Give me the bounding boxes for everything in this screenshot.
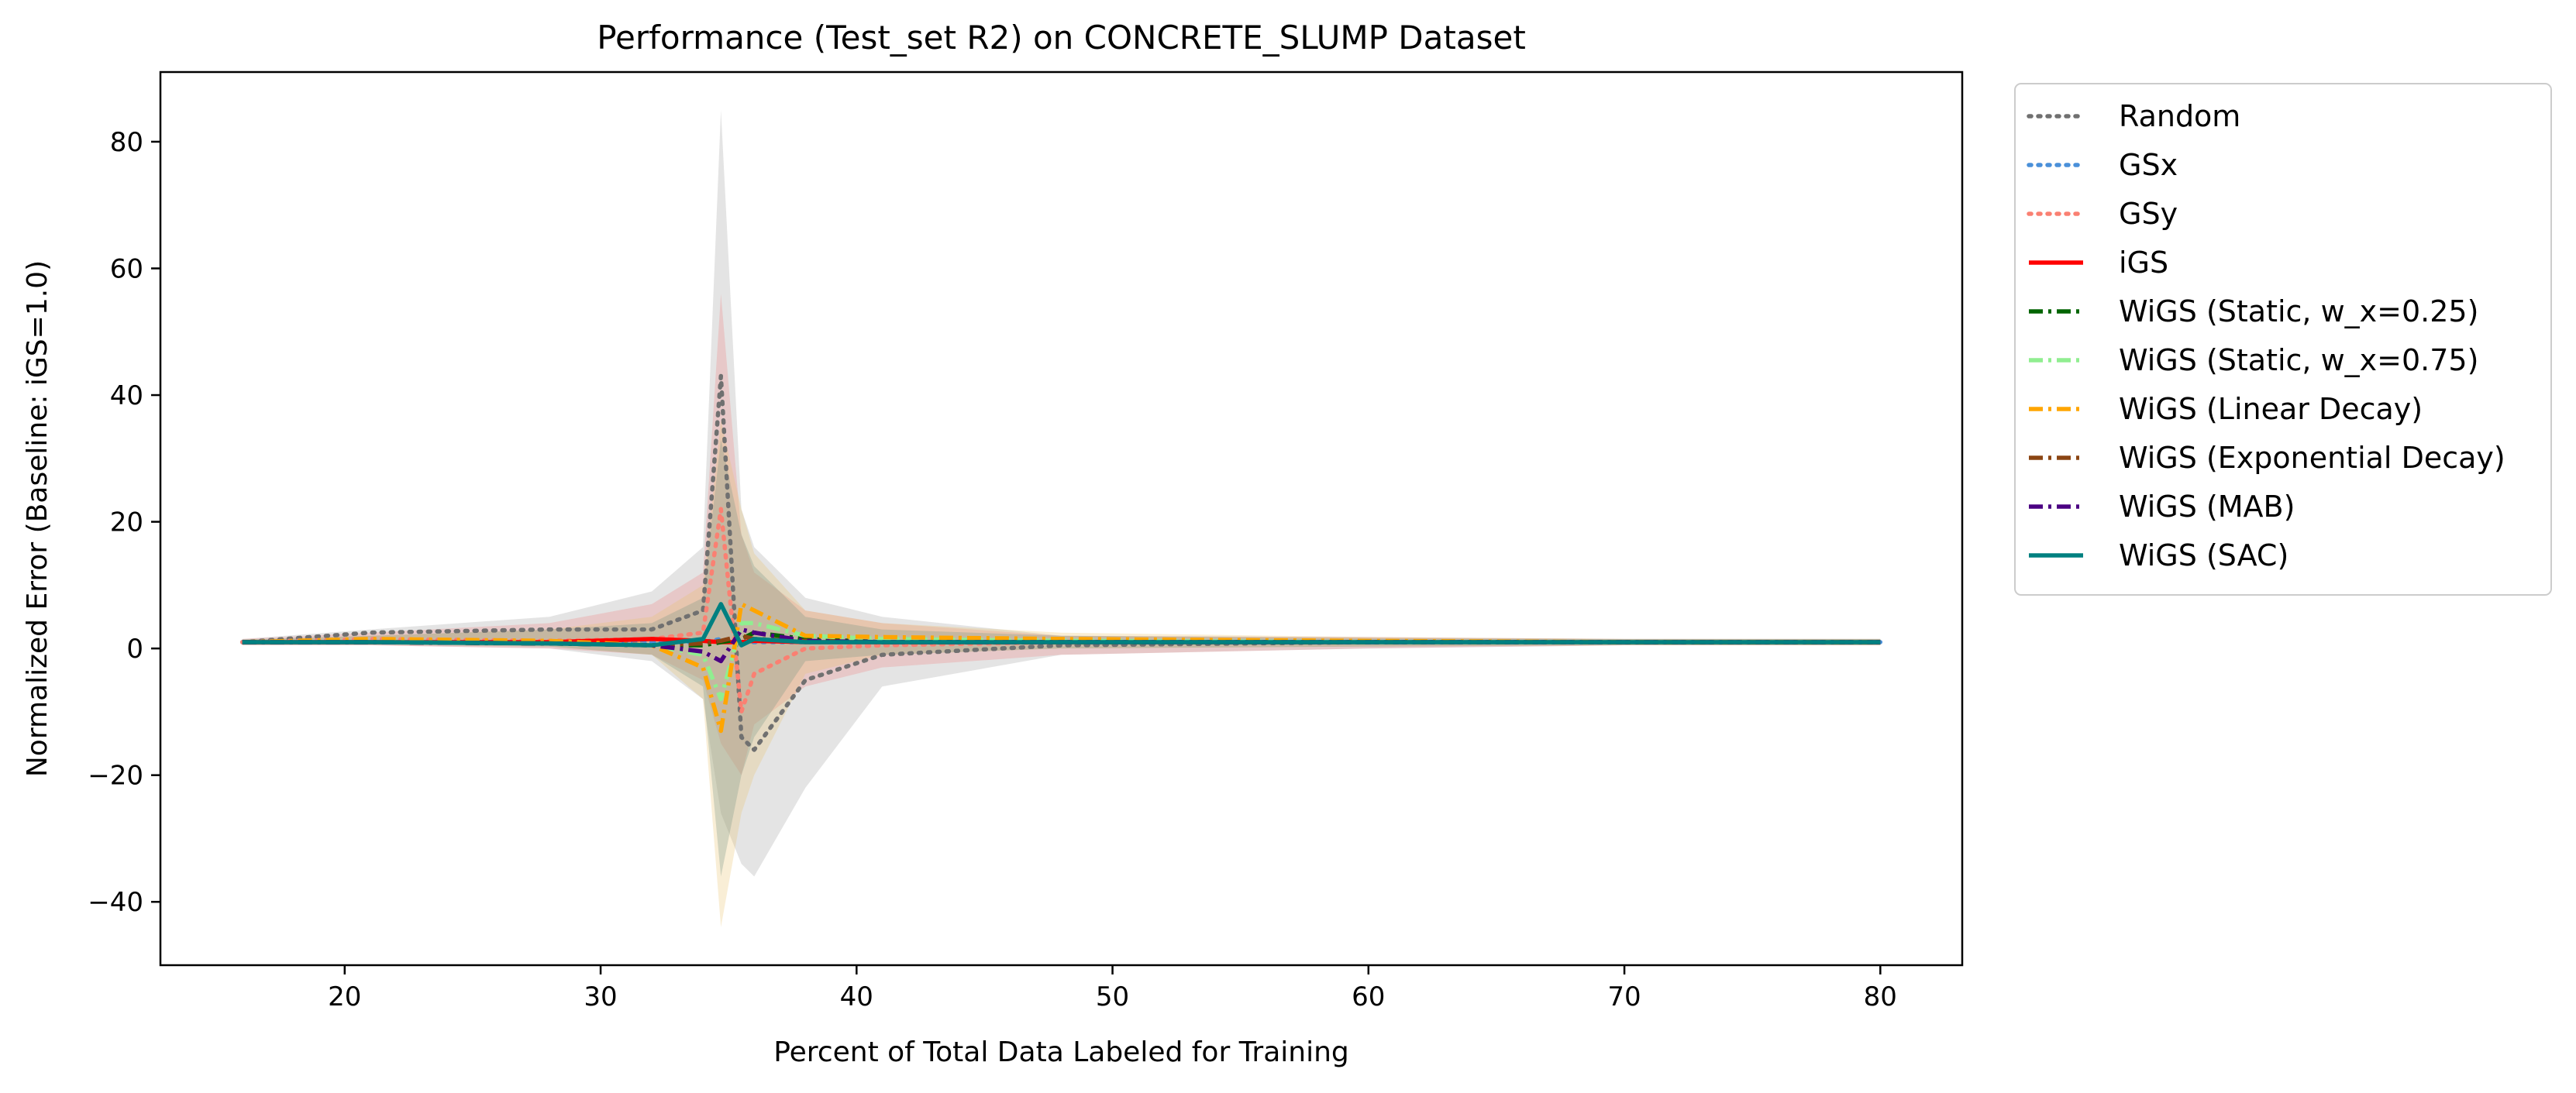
band-2 (242, 294, 1881, 775)
legend-label: WiGS (Exponential Decay) (2119, 441, 2505, 475)
series-line-10 (242, 602, 1881, 648)
band-1 (242, 110, 1881, 877)
legend-label: GSy (2119, 197, 2178, 231)
series-line-3 (239, 507, 1883, 714)
x-tick-label: 70 (1607, 981, 1641, 1012)
legend-item: WiGS (Static, w_x=0.75) (2029, 343, 2478, 377)
legend-item: GSx (2027, 148, 2178, 182)
legend-box (2014, 83, 2552, 596)
x-tick-label: 30 (584, 981, 617, 1012)
legend-item: WiGS (Exponential Decay) (2029, 441, 2505, 475)
y-tick-label: −40 (88, 887, 143, 918)
legend-label: WiGS (Static, w_x=0.75) (2119, 343, 2478, 377)
y-tick-label: 20 (110, 507, 143, 538)
y-tick-label: 80 (110, 127, 143, 158)
band-3 (242, 420, 1881, 927)
x-axis-label: Percent of Total Data Labeled for Traini… (773, 1036, 1349, 1068)
chart-title: Performance (Test_set R2) on CONCRETE_SL… (597, 19, 1526, 57)
legend-item: WiGS (Static, w_x=0.25) (2029, 294, 2478, 328)
legend-items: Random GSx GSy iGS WiGS (Static, w_x=0.25) Wi… (2027, 99, 2505, 572)
legend-item: GSy (2027, 197, 2178, 231)
series-line-8 (242, 634, 1881, 648)
legend-item: iGS (2029, 246, 2168, 280)
x-tick-label: 20 (328, 981, 361, 1012)
legend-label: WiGS (Static, w_x=0.25) (2119, 294, 2478, 328)
x-axis-ticks: 20 30 40 50 60 70 80 (328, 965, 1897, 1012)
legend-item: WiGS (Linear Decay) (2029, 392, 2423, 426)
x-tick-label: 80 (1864, 981, 1897, 1012)
x-tick-label: 50 (1096, 981, 1129, 1012)
legend-label: WiGS (MAB) (2119, 490, 2295, 524)
legend-label: WiGS (Linear Decay) (2119, 392, 2423, 426)
series-lines (239, 373, 1883, 752)
legend-item: WiGS (SAC) (2029, 538, 2288, 572)
legend-item: Random (2027, 99, 2240, 133)
plot-area-frame (159, 70, 1964, 967)
y-tick-label: 0 (126, 634, 143, 665)
confidence-bands (242, 110, 1881, 927)
legend-label: GSx (2119, 148, 2178, 182)
legend-item: WiGS (MAB) (2029, 490, 2295, 524)
legend-label: Random (2119, 99, 2240, 133)
band-4 (242, 439, 1881, 877)
y-tick-label: 60 (110, 253, 143, 284)
legend: Random GSx GSy iGS WiGS (Static, w_x=0.25) Wi… (2014, 83, 2552, 596)
x-tick-label: 60 (1352, 981, 1385, 1012)
series-line-1 (239, 373, 1883, 752)
legend-label: WiGS (SAC) (2119, 538, 2288, 572)
y-axis-label: Normalized Error (Baseline: iGS=1.0) (22, 260, 53, 777)
x-tick-label: 40 (840, 981, 873, 1012)
y-axis-ticks: −40 −20 0 20 40 60 80 (88, 127, 160, 918)
y-tick-label: 40 (110, 380, 143, 411)
y-tick-label: −20 (88, 761, 143, 792)
legend-label: iGS (2119, 246, 2168, 280)
